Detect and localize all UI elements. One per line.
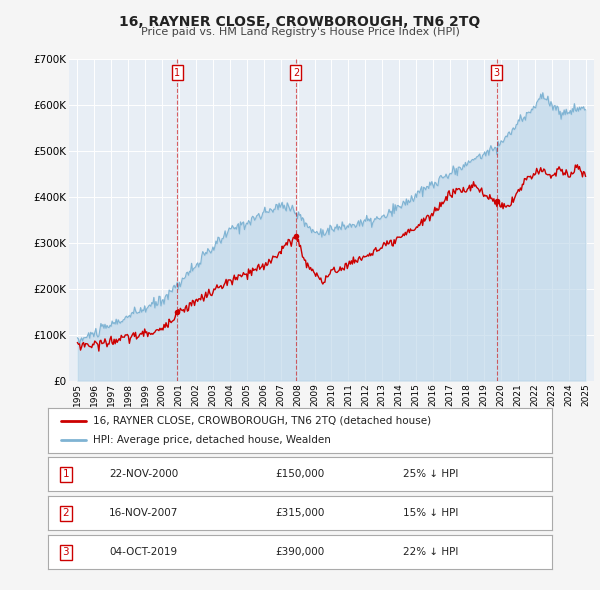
Text: 22% ↓ HPI: 22% ↓ HPI [403, 548, 459, 557]
Text: 25% ↓ HPI: 25% ↓ HPI [403, 470, 459, 479]
Text: 3: 3 [494, 68, 500, 78]
Text: £150,000: £150,000 [275, 470, 325, 479]
Text: HPI: Average price, detached house, Wealden: HPI: Average price, detached house, Weal… [94, 435, 331, 445]
Text: £315,000: £315,000 [275, 509, 325, 518]
Text: 2: 2 [62, 509, 69, 518]
Text: 16, RAYNER CLOSE, CROWBOROUGH, TN6 2TQ (detached house): 16, RAYNER CLOSE, CROWBOROUGH, TN6 2TQ (… [94, 416, 431, 425]
Text: 16, RAYNER CLOSE, CROWBOROUGH, TN6 2TQ: 16, RAYNER CLOSE, CROWBOROUGH, TN6 2TQ [119, 15, 481, 29]
Text: 2: 2 [293, 68, 299, 78]
Text: 1: 1 [62, 470, 69, 479]
Text: 22-NOV-2000: 22-NOV-2000 [109, 470, 178, 479]
Text: Price paid vs. HM Land Registry's House Price Index (HPI): Price paid vs. HM Land Registry's House … [140, 27, 460, 37]
Text: 04-OCT-2019: 04-OCT-2019 [110, 548, 178, 557]
Text: £390,000: £390,000 [275, 548, 325, 557]
Text: 1: 1 [175, 68, 181, 78]
Text: 3: 3 [62, 548, 69, 557]
Text: 16-NOV-2007: 16-NOV-2007 [109, 509, 178, 518]
Text: 15% ↓ HPI: 15% ↓ HPI [403, 509, 459, 518]
